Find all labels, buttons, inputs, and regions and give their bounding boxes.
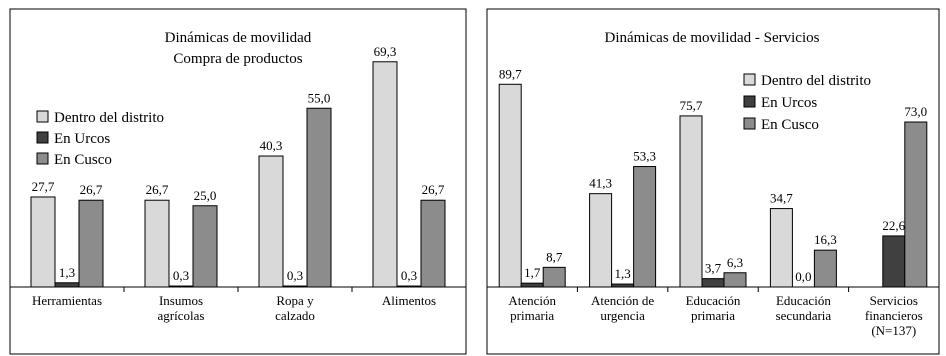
chart2-data-label: 34,7 bbox=[770, 191, 793, 206]
chart2-legend-swatch bbox=[743, 73, 756, 86]
chart1-category-label: Alimentos bbox=[382, 293, 436, 308]
chart1-bar bbox=[168, 285, 194, 288]
chart1-bar bbox=[54, 282, 80, 288]
chart1-bar bbox=[282, 285, 308, 288]
chart1-data-label: 26,7 bbox=[146, 182, 169, 197]
chart1-data-label: 0,3 bbox=[173, 268, 189, 283]
chart2-data-label: 0,0 bbox=[795, 269, 811, 284]
chart2-bar bbox=[882, 235, 906, 288]
chart2-data-label: 53,3 bbox=[633, 149, 656, 164]
chart2-bar bbox=[769, 208, 793, 288]
chart2-legend-swatch bbox=[743, 95, 756, 108]
chart1-subtitle: Compra de productos bbox=[173, 51, 302, 67]
chart2-category-label: Servicios bbox=[870, 293, 918, 308]
chart1-title: Dinámicas de movilidad bbox=[165, 30, 312, 46]
chart1-bar bbox=[420, 199, 446, 288]
chart1-bar bbox=[78, 199, 104, 288]
chart2-legend-label: En Cusco bbox=[761, 117, 819, 133]
chart1-legend-label: En Cusco bbox=[54, 152, 112, 168]
chart1-legend-swatch bbox=[36, 131, 49, 144]
chart1-legend-label: Dentro del distrito bbox=[54, 110, 164, 126]
chart1-category-label: agrícolas bbox=[158, 308, 205, 323]
chart2-title: Dinámicas de movilidad - Servicios bbox=[605, 30, 820, 46]
chart1-data-label: 55,0 bbox=[308, 90, 331, 105]
chart1-bar bbox=[396, 285, 422, 288]
chart1-bar bbox=[372, 61, 398, 288]
chart2-data-label: 8,7 bbox=[546, 249, 563, 264]
chart-compra-productos: Dinámicas de movilidad Compra de producto… bbox=[9, 8, 467, 355]
chart-panel-servicios: Dinámicas de movilidad - Servicios 89,7 1,… bbox=[486, 0, 946, 356]
chart2-bar bbox=[589, 193, 613, 288]
chart2-bar bbox=[904, 121, 928, 288]
chart1-bar bbox=[192, 205, 218, 288]
chart2-bar bbox=[611, 283, 635, 288]
chart1-data-label: 69,3 bbox=[374, 44, 397, 59]
chart2-data-label: 73,0 bbox=[904, 104, 927, 119]
chart1-data-label: 27,7 bbox=[32, 179, 55, 194]
chart1-bar bbox=[144, 199, 170, 288]
chart1-data-label: 0,3 bbox=[401, 268, 417, 283]
chart1-category-label: Herramientas bbox=[32, 293, 102, 308]
chart2-category-label: urgencia bbox=[600, 308, 645, 323]
chart2-category-label: primaria bbox=[510, 308, 554, 323]
chart1-bar bbox=[258, 155, 284, 288]
chart2-category-label: Educación bbox=[776, 293, 831, 308]
chart2-category-label: Atención de bbox=[591, 293, 654, 308]
chart1-legend-swatch bbox=[36, 152, 49, 165]
chart-panel-compra-productos: Dinámicas de movilidad Compra de producto… bbox=[9, 8, 467, 355]
chart1-data-label: 26,7 bbox=[422, 182, 445, 197]
chart1-bar bbox=[306, 107, 332, 288]
chart2-bar bbox=[679, 115, 703, 288]
chart2-bar bbox=[498, 83, 522, 288]
chart2-category-label: (N=137) bbox=[871, 323, 916, 338]
chart2-data-label: 1,7 bbox=[524, 265, 541, 280]
chart1-legend-swatch bbox=[36, 110, 49, 123]
chart1-bar bbox=[30, 196, 56, 288]
chart1-data-label: 25,0 bbox=[194, 188, 217, 203]
chart1-category-label: Ropa y bbox=[276, 293, 314, 308]
chart2-data-label: 16,3 bbox=[814, 232, 837, 247]
chart2-category-label: primaria bbox=[691, 308, 735, 323]
chart2-bar bbox=[520, 282, 544, 288]
chart1-data-label: 40,3 bbox=[260, 138, 283, 153]
chart2-bar bbox=[723, 272, 747, 288]
chart2-category-label: Atención bbox=[508, 293, 556, 308]
chart2-category-label: financieros bbox=[865, 308, 923, 323]
chart1-data-label: 1,3 bbox=[59, 265, 75, 280]
chart2-category-label: Educación bbox=[686, 293, 741, 308]
chart1-data-label: 0,3 bbox=[287, 268, 303, 283]
chart2-legend-swatch bbox=[743, 117, 756, 130]
chart1-category-label: Insumos bbox=[159, 293, 203, 308]
chart2-category-label: secundaria bbox=[776, 308, 832, 323]
chart2-data-label: 6,3 bbox=[727, 255, 743, 270]
chart2-bar bbox=[813, 249, 837, 288]
chart2-legend-label: Dentro del distrito bbox=[761, 73, 871, 89]
chart2-data-label: 1,3 bbox=[614, 266, 630, 281]
chart2-legend-label: En Urcos bbox=[761, 95, 817, 111]
chart2-data-label: 41,3 bbox=[589, 176, 612, 191]
chart2-data-label: 75,7 bbox=[680, 98, 703, 113]
chart2-data-label: 22,6 bbox=[882, 218, 905, 233]
chart2-bar bbox=[542, 266, 566, 288]
chart2-frame bbox=[486, 8, 940, 355]
chart1-frame bbox=[9, 8, 467, 355]
chart2-bar bbox=[633, 166, 657, 288]
chart2-data-label: 3,7 bbox=[705, 261, 722, 276]
chart-servicios: Dinámicas de movilidad - Servicios 89,7 1,… bbox=[486, 8, 940, 355]
chart2-bar bbox=[701, 278, 725, 288]
chart2-data-label: 89,7 bbox=[499, 66, 522, 81]
chart1-legend-label: En Urcos bbox=[54, 131, 110, 147]
chart1-data-label: 26,7 bbox=[80, 182, 103, 197]
chart1-category-label: calzado bbox=[275, 308, 315, 323]
